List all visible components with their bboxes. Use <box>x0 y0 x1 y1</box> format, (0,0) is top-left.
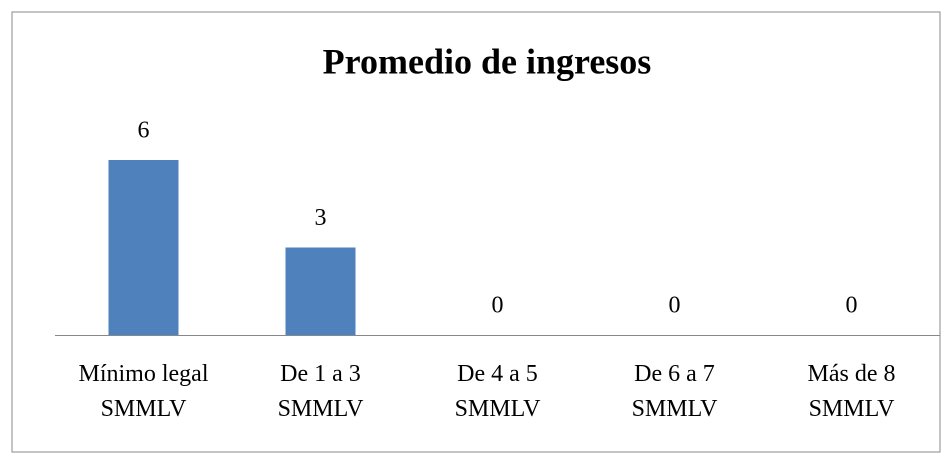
value-label: 6 <box>138 118 150 144</box>
value-label: 0 <box>846 293 858 319</box>
x-tick-label: De 4 a 5 SMMLV <box>455 361 541 422</box>
value-label: 0 <box>669 293 681 319</box>
value-label: 0 <box>492 293 504 319</box>
x-tick-label: De 1 a 3 SMMLV <box>278 361 364 422</box>
value-label: 3 <box>315 205 327 231</box>
x-tick-label: Mínimo legal SMMLV <box>79 361 209 422</box>
x-tick-label: De 6 a 7 SMMLV <box>632 361 718 422</box>
bar <box>285 247 356 335</box>
x-tick-label: Más de 8 SMMLV <box>808 361 896 422</box>
bar <box>108 160 179 335</box>
chart-title: Promedio de ingresos <box>323 41 652 81</box>
